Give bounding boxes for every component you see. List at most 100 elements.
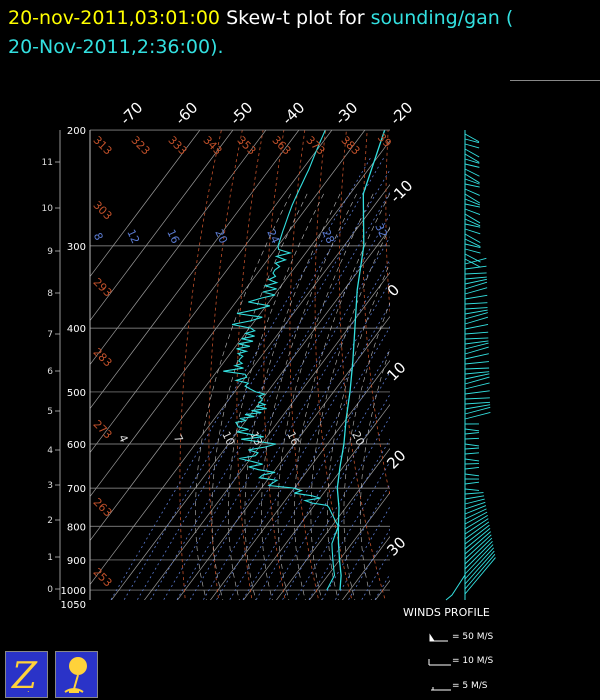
moist-label: 13 (247, 429, 265, 447)
wind-barb (464, 498, 485, 505)
moist-adiabat-line (195, 193, 291, 600)
page-title: 20-nov-2011,03:01:00 Skew-t plot for sou… (8, 4, 513, 62)
wind-barb (464, 309, 488, 315)
wind-barb (464, 148, 480, 158)
wind-barb (464, 412, 491, 420)
wind-barb (464, 537, 493, 565)
wind-barb (464, 258, 481, 268)
moist-adiabat-line (244, 193, 341, 600)
temperature-profile (336, 130, 386, 591)
wind-barb (464, 505, 487, 515)
dry-adiabat-line (338, 130, 386, 600)
right-temp-label: -10 (386, 176, 416, 206)
wind-barb (464, 278, 487, 285)
wind-barb (464, 495, 485, 500)
wind-legend-5-label: = 5 M/S (452, 681, 488, 691)
wind-barb (464, 492, 484, 495)
wind-barb (464, 324, 489, 330)
theta-label: 263 (90, 496, 114, 520)
wind-barb (464, 346, 489, 355)
isotherm-line (210, 360, 390, 600)
wind-barb (464, 213, 481, 224)
mixing-ratio-line (255, 371, 390, 600)
antenna-logo-icon (55, 651, 98, 698)
wind-barb (464, 208, 481, 216)
theta-label: 323 (128, 134, 152, 158)
dewpoint-profile (223, 130, 339, 591)
mixing-ratio-label: 12 (124, 227, 142, 245)
wind-barb (464, 238, 481, 247)
isotherm-line (90, 140, 390, 542)
wind-barb (464, 173, 480, 184)
wind-barb (464, 287, 488, 295)
wind-barb (464, 316, 489, 325)
isotherm-line (90, 130, 333, 454)
wind-barb (464, 248, 481, 254)
wind-barb (464, 342, 489, 350)
wind-barb (464, 257, 487, 265)
height-tick-label: 6 (47, 367, 53, 377)
dry-adiabat-line (430, 130, 521, 604)
height-tick-label: 0 (47, 585, 53, 595)
moist-label: 7 (171, 433, 186, 445)
moist-label: 16 (284, 429, 302, 447)
height-tick-label: 8 (47, 289, 53, 299)
moist-label: 4 (116, 433, 131, 445)
z-logo-icon: Z. (5, 651, 48, 698)
isotherm-line (90, 130, 267, 366)
mixing-ratio-label: 28 (319, 227, 337, 245)
wind-barb (464, 437, 480, 440)
wind-barb (464, 508, 487, 520)
wind-barb (464, 521, 490, 540)
wind-barb (445, 574, 466, 601)
wind-barb (464, 353, 489, 360)
wind-barb (464, 198, 481, 206)
top-temp-label: -40 (278, 98, 308, 128)
wind-barb (464, 272, 487, 275)
wind-barb (464, 554, 496, 590)
wind-barb (464, 443, 480, 447)
dry-adiabat-line (513, 130, 600, 604)
winds-profile-label: WINDS PROFILE (403, 606, 490, 619)
height-tick-label: 3 (47, 481, 53, 491)
wind-barb (464, 265, 487, 270)
wind-barb (464, 178, 480, 185)
theta-label: 303 (90, 199, 114, 223)
svg-text:.: . (27, 685, 30, 694)
wind-barb (464, 183, 480, 188)
pressure-tick-label: 300 (67, 242, 86, 253)
wind-barb (464, 404, 491, 410)
wind-barb (464, 541, 493, 570)
wind-barb (464, 361, 489, 365)
dry-adiabat-line (263, 130, 286, 600)
isotherm-line (90, 130, 366, 498)
wind-barb (464, 337, 489, 340)
pressure-tick-label: 600 (67, 440, 86, 451)
wind-barb (464, 312, 488, 320)
top-temp-label: -70 (116, 98, 146, 128)
mixing-ratio-line (347, 528, 390, 600)
wind-barb (464, 371, 490, 375)
theta-label: 283 (90, 346, 114, 370)
height-tick-label: 7 (47, 330, 53, 340)
isotherm-line (144, 272, 390, 600)
mixing-ratio-line (334, 505, 390, 600)
title-source-time: 20-Nov-2011,2:36:00). (8, 36, 224, 58)
pressure-tick-label: 1000 (61, 586, 86, 597)
theta-label: 343 (200, 134, 224, 158)
wind-barb (464, 501, 486, 510)
right-temp-label: 0 (384, 281, 403, 300)
moist-adiabat-line (228, 193, 324, 600)
wind-barb (464, 276, 487, 280)
pressure-tick-label: 700 (67, 484, 86, 495)
pressure-tick-label: 200 (67, 126, 86, 137)
wind-barb (464, 473, 480, 477)
wind-barb (464, 528, 491, 550)
wind-barb (464, 447, 480, 450)
theta-label: 273 (90, 418, 114, 442)
wind-barb (464, 488, 480, 491)
wind-barb (464, 168, 480, 177)
mixing-ratio-label: 20 (212, 227, 230, 245)
height-tick-label: 9 (47, 247, 53, 257)
wind-barb (464, 294, 488, 300)
